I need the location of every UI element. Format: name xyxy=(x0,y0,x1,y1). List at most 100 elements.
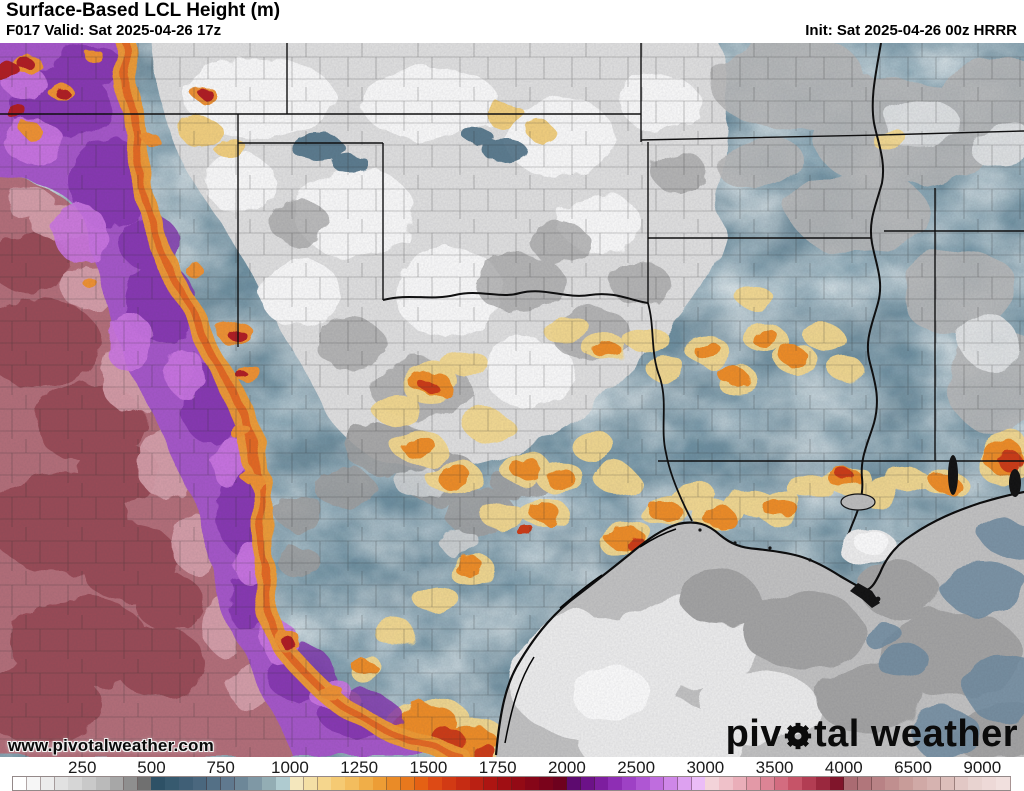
page-title: Surface-Based LCL Height (m) xyxy=(6,0,281,21)
colorbar-cell xyxy=(608,777,623,790)
colorbar-cell xyxy=(400,777,416,790)
colorbar-cell xyxy=(913,777,928,790)
colorbar-cell xyxy=(622,777,637,790)
colorbar-cell xyxy=(760,777,776,790)
colorbar-cell xyxy=(802,777,817,790)
colorbar-cell xyxy=(497,777,513,790)
colorbar-cell xyxy=(303,777,319,790)
gear-icon xyxy=(784,722,812,750)
colorbar-cell xyxy=(331,777,346,790)
colorbar-cell xyxy=(788,777,803,790)
colorbar-cell xyxy=(469,777,485,790)
colorbar-cell xyxy=(636,777,651,790)
colorbar-cell xyxy=(123,777,139,790)
colorbar-strip xyxy=(12,776,1011,791)
colorbar-cell xyxy=(899,777,914,790)
colorbar-cell xyxy=(206,777,222,790)
colorbar-cell xyxy=(774,777,790,790)
colorbar-cell xyxy=(179,777,194,790)
logo-text-left: piv xyxy=(725,713,782,755)
colorbar-cell xyxy=(359,777,374,790)
colorbar-cell xyxy=(719,777,734,790)
colorbar-cell xyxy=(926,777,942,790)
colorbar-cell xyxy=(940,777,956,790)
colorbar-cell xyxy=(968,777,983,790)
colorbar-cell xyxy=(982,777,997,790)
colorbar-cell xyxy=(677,777,693,790)
colorbar-cell xyxy=(276,777,291,790)
colorbar-cell xyxy=(220,777,236,790)
colorbar-cell xyxy=(442,777,457,790)
colorbar-cell xyxy=(511,777,526,790)
init-time-text: Init: Sat 2025-04-26 00z HRRR xyxy=(805,22,1017,39)
watermark: www.pivotalweather.com xyxy=(8,736,214,755)
colorbar-cell xyxy=(137,777,153,790)
colorbar-cell xyxy=(857,777,873,790)
colorbar-cell xyxy=(566,777,582,790)
colorbar-cell xyxy=(843,777,859,790)
lcl-map-graphic xyxy=(0,43,1024,757)
grain-texture xyxy=(0,43,1024,757)
colorbar-label: 2500 xyxy=(617,758,656,777)
colorbar-cell xyxy=(109,777,125,790)
colorbar-cell xyxy=(663,777,679,790)
colorbar-cell xyxy=(594,777,610,790)
colorbar-cell xyxy=(733,777,748,790)
colorbar-label: 750 xyxy=(206,758,235,777)
colorbar-cell xyxy=(289,777,305,790)
colorbar-cell xyxy=(885,777,900,790)
colorbar-cell xyxy=(345,777,360,790)
colorbar-cell xyxy=(373,777,388,790)
colorbar-cell xyxy=(539,777,554,790)
colorbar-cell xyxy=(234,777,249,790)
weather-map: www.pivotalweather.com piv tal weather xyxy=(0,43,1024,757)
colorbar-cell xyxy=(954,777,970,790)
colorbar-label: 9000 xyxy=(963,758,1002,777)
colorbar-cell xyxy=(483,777,499,790)
colorbar-cell xyxy=(428,777,443,790)
colorbar-cell xyxy=(262,777,277,790)
colorbar-cell xyxy=(54,777,69,790)
colorbar-cell xyxy=(26,777,42,790)
colorbar-cell xyxy=(553,777,568,790)
colorbar-cell xyxy=(13,777,28,790)
colorbar-cell xyxy=(386,777,402,790)
colorbar-cell xyxy=(705,777,720,790)
colorbar-cell xyxy=(151,777,166,790)
colorbar-cell xyxy=(456,777,471,790)
colorbar-cell xyxy=(816,777,831,790)
header-bar: Surface-Based LCL Height (m) F017 Valid:… xyxy=(0,0,1024,43)
valid-time-text: F017 Valid: Sat 2025-04-26 17z xyxy=(6,22,222,39)
colorbar-cell xyxy=(82,777,97,790)
colorbar: 250 500 750 1000 1250 1500 1750 2000 2500 3000 350… xyxy=(0,757,1024,791)
colorbar-cell xyxy=(580,777,596,790)
colorbar-cell xyxy=(746,777,762,790)
colorbar-cell xyxy=(96,777,111,790)
colorbar-label: 250 xyxy=(68,758,97,777)
colorbar-label: 1500 xyxy=(409,758,448,777)
colorbar-cell xyxy=(414,777,429,790)
colorbar-cell xyxy=(248,777,263,790)
colorbar-cell xyxy=(871,777,886,790)
colorbar-cell xyxy=(691,777,706,790)
colorbar-cell xyxy=(996,777,1011,790)
colorbar-label: 1750 xyxy=(478,758,517,777)
colorbar-cell xyxy=(193,777,208,790)
colorbar-label: 1000 xyxy=(271,758,309,777)
colorbar-label: 3500 xyxy=(755,758,794,777)
colorbar-label: 4000 xyxy=(824,758,863,777)
colorbar-label: 3000 xyxy=(686,758,725,777)
colorbar-cell xyxy=(649,777,665,790)
pivotal-weather-logo: piv tal weather xyxy=(726,715,1018,753)
colorbar-cell xyxy=(525,777,540,790)
colorbar-cell xyxy=(68,777,83,790)
colorbar-cell xyxy=(165,777,180,790)
colorbar-label: 500 xyxy=(137,758,166,777)
colorbar-cell xyxy=(829,777,845,790)
logo-text-right: tal weather xyxy=(813,713,1018,755)
colorbar-cell xyxy=(317,777,333,790)
colorbar-label: 1250 xyxy=(340,758,379,777)
colorbar-cell xyxy=(40,777,56,790)
colorbar-label: 2000 xyxy=(547,758,586,777)
